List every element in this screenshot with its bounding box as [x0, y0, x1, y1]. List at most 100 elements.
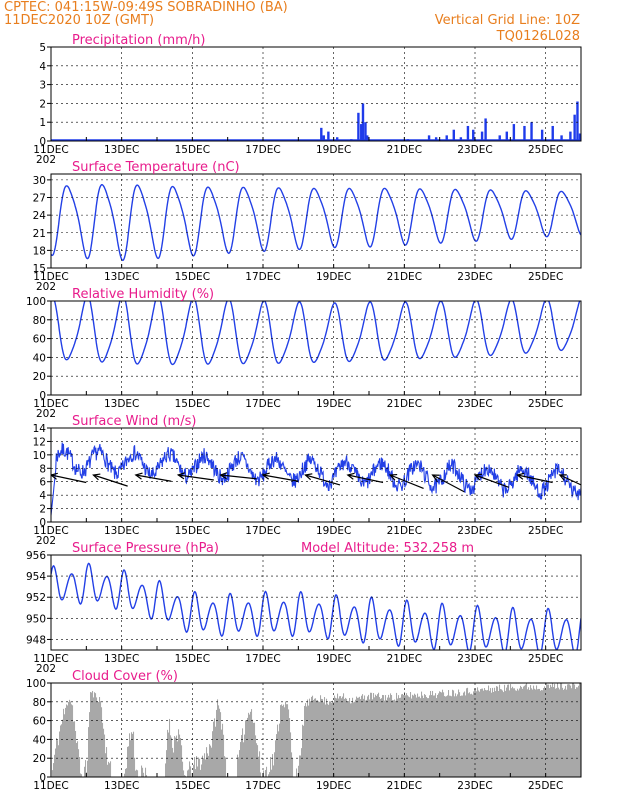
- cloud-cover-bar: [418, 696, 420, 777]
- cloud-cover-bar: [288, 709, 290, 777]
- wind-arrow-head: [388, 473, 398, 481]
- cloud-cover-bar: [450, 695, 452, 777]
- cloud-cover-bar: [179, 734, 181, 777]
- y-tick-label: 0: [39, 517, 46, 529]
- wind-arrow-head: [431, 474, 440, 482]
- cloud-cover-bar: [104, 734, 106, 777]
- cloud-cover-bar: [555, 688, 557, 777]
- cloud-cover-bar: [94, 692, 96, 777]
- cloud-cover-bar: [446, 696, 448, 777]
- cloud-cover-bar: [567, 684, 569, 777]
- cloud-cover-bar: [269, 772, 271, 777]
- cloud-cover-bar: [109, 763, 111, 777]
- cloud-cover-bar: [257, 745, 259, 777]
- x-tick-label: 23DEC: [457, 398, 492, 410]
- wind-arrow: [432, 474, 465, 493]
- cloud-cover-bar: [129, 733, 131, 777]
- cloud-cover-bar: [282, 705, 284, 777]
- cloud-cover-bar: [495, 691, 497, 777]
- plot-area-wind: [51, 442, 581, 516]
- cloud-cover-bar: [326, 698, 328, 777]
- cloud-cover-bar: [505, 690, 507, 777]
- cloud-cover-bar: [428, 698, 430, 777]
- cloud-cover-bar: [136, 769, 138, 777]
- cloud-cover-bar: [225, 757, 227, 777]
- cloud-cover-bar: [390, 693, 392, 777]
- cloud-cover-bar: [402, 693, 404, 777]
- cloud-cover-bar: [193, 764, 195, 777]
- cloud-cover-bar: [499, 684, 501, 777]
- cloud-cover-bar: [432, 690, 434, 777]
- x-tick-label: 11DEC: [33, 398, 68, 410]
- cloud-cover-bar: [126, 768, 128, 777]
- cloud-cover-bar: [497, 686, 499, 777]
- x-tick-label: 25DEC: [528, 525, 563, 537]
- cloud-cover-bar: [201, 764, 203, 777]
- cloud-cover-bar: [385, 695, 387, 777]
- cloud-cover-bar: [132, 733, 134, 777]
- wind-arrow-head: [92, 473, 101, 481]
- cloud-cover-bar: [546, 683, 548, 777]
- year-label: 202: [36, 408, 56, 420]
- cloud-cover-bar: [414, 693, 416, 777]
- cloud-cover-bar: [353, 702, 355, 777]
- cloud-cover-bar: [354, 701, 356, 777]
- cloud-cover-bar: [250, 711, 252, 777]
- wind-arrow: [135, 474, 172, 482]
- cloud-cover-bar: [375, 694, 377, 777]
- x-tick-label: 13DEC: [104, 144, 139, 156]
- cloud-cover-bar: [521, 687, 523, 777]
- cloud-cover-bar: [319, 701, 321, 777]
- cloud-cover-bar: [253, 722, 255, 777]
- cloud-cover-bar: [305, 703, 307, 777]
- year-label: 202: [36, 154, 56, 166]
- cloud-cover-bar: [561, 683, 563, 777]
- cloud-cover-bar: [176, 735, 178, 777]
- cloud-cover-bar: [530, 685, 532, 777]
- cloud-cover-bar: [287, 704, 289, 777]
- cloud-cover-bar: [344, 698, 346, 777]
- cloud-cover-bar: [472, 694, 474, 777]
- cloud-cover-bar: [504, 684, 506, 777]
- cloud-cover-bar: [206, 747, 208, 777]
- cloud-cover-bar: [439, 691, 441, 777]
- series-line-temperature: [51, 183, 581, 262]
- cloud-cover-bar: [332, 700, 334, 777]
- y-tick-label: 1: [39, 117, 46, 129]
- x-tick-label: 11DEC: [33, 780, 68, 792]
- cloud-cover-bar: [310, 701, 312, 777]
- cloud-cover-bar: [343, 693, 345, 777]
- cloud-cover-bar: [314, 698, 316, 777]
- cloud-cover-bar: [388, 694, 390, 777]
- wind-arrow-head: [134, 472, 143, 480]
- cloud-cover-bar: [215, 726, 217, 777]
- cloud-cover-bar: [475, 688, 477, 777]
- cloud-cover-bar: [80, 773, 82, 777]
- cloud-cover-bar: [65, 707, 67, 777]
- cloud-cover-bar: [395, 700, 397, 777]
- cloud-cover-bar: [500, 689, 502, 777]
- cloud-cover-bar: [554, 683, 556, 777]
- cloud-cover-bar: [447, 695, 449, 777]
- cloud-cover-bar: [266, 766, 268, 777]
- y-tick-label: 0: [39, 136, 46, 148]
- cloud-cover-bar: [454, 696, 456, 777]
- cloud-cover-bar: [431, 695, 433, 777]
- y-tick-label: 21: [33, 228, 46, 240]
- cloud-cover-bar: [178, 729, 180, 777]
- wind-arrow-head: [219, 472, 228, 480]
- precip-bar: [452, 129, 455, 141]
- cloud-cover-bar: [356, 696, 358, 777]
- cloud-cover-bar: [348, 700, 350, 777]
- run-date-header: 11DEC2020 10Z (GMT): [4, 13, 154, 28]
- cloud-cover-bar: [422, 695, 424, 777]
- cloud-cover-bar: [175, 737, 177, 777]
- cloud-cover-bar: [564, 688, 566, 777]
- cloud-cover-bar: [387, 697, 389, 777]
- precip-bar: [459, 137, 463, 141]
- cloud-cover-bar: [217, 699, 219, 777]
- panel-pressure: 948 950 952 954 956 Surface Pressure (hPa) Mod…: [26, 541, 582, 675]
- cloud-cover-bar: [85, 760, 87, 777]
- cloud-cover-bar: [298, 765, 300, 777]
- cloud-cover-bar: [400, 697, 402, 777]
